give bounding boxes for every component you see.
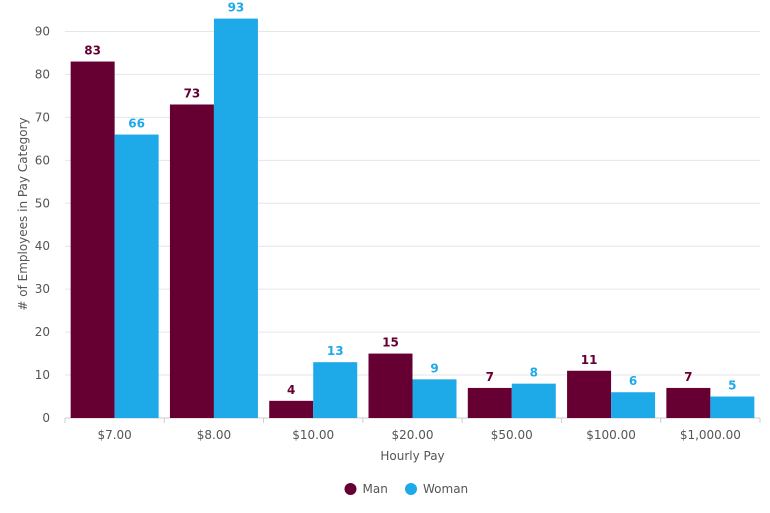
x-axis-ticks: $7.00 $8.00 $10.00 $20.00 $50.00 $100.00 $1,00… [64,418,761,442]
data-label-man-6: 7 [684,370,692,384]
data-label-woman-2: 13 [327,344,344,358]
bar-man-2 [269,400,314,418]
bar-woman-5 [611,392,656,418]
data-labels: 83 66 73 93 4 13 15 9 7 8 11 6 7 5 [84,1,736,397]
data-label-woman-1: 93 [228,1,245,15]
legend: Man Woman [344,482,468,496]
x-tick-label: $7.00 [97,428,131,442]
y-tick-label: 50 [35,196,50,210]
y-tick-label: 0 [42,411,50,425]
y-axis-title: # of Employees in Pay Category [16,117,30,310]
bars [70,18,755,419]
x-tick-label: $1,000.00 [680,428,741,442]
y-tick-label: 60 [35,153,50,167]
x-tick-label: $10.00 [292,428,334,442]
data-label-man-2: 4 [287,383,295,397]
bar-man-0 [70,61,115,419]
data-label-woman-3: 9 [430,361,438,375]
y-tick-label: 10 [35,368,50,382]
bar-woman-3 [412,379,457,418]
y-tick-label: 30 [35,282,50,296]
bar-man-4 [467,387,512,418]
bar-woman-1 [213,18,258,418]
legend-label: Man [363,482,388,496]
bar-woman-6 [710,396,755,418]
y-tick-label: 90 [35,24,50,38]
data-label-man-5: 11 [581,353,598,367]
bar-woman-2 [313,362,358,418]
x-tick-label: $8.00 [197,428,231,442]
legend-label: Woman [423,482,468,496]
data-label-woman-6: 5 [728,379,736,393]
legend-item-man[interactable]: Man [344,482,388,496]
data-label-man-3: 15 [382,336,399,350]
bar-man-6 [666,387,711,418]
data-label-woman-4: 8 [530,366,538,380]
x-tick-label: $20.00 [392,428,434,442]
bar-man-5 [567,370,612,418]
x-tick-label: $50.00 [491,428,533,442]
bar-man-1 [169,104,214,419]
bar-man-3 [368,353,413,418]
x-tick-label: $100.00 [586,428,636,442]
y-tick-label: 70 [35,110,50,124]
data-label-woman-5: 6 [629,374,637,388]
data-label-woman-0: 66 [128,117,145,131]
y-tick-label: 40 [35,239,50,253]
x-axis-title: Hourly Pay [380,449,444,463]
legend-marker-icon [405,483,417,495]
data-label-man-0: 83 [84,44,101,58]
data-label-man-1: 73 [184,86,201,100]
legend-item-woman[interactable]: Woman [405,482,468,496]
data-label-man-4: 7 [486,370,494,384]
y-axis-ticks: 0 10 20 30 40 50 60 70 80 90 [35,24,50,425]
y-tick-label: 80 [35,67,50,81]
legend-marker-icon [344,483,357,495]
bar-woman-4 [511,383,556,418]
y-tick-label: 20 [35,325,50,339]
bar-woman-0 [114,134,159,418]
